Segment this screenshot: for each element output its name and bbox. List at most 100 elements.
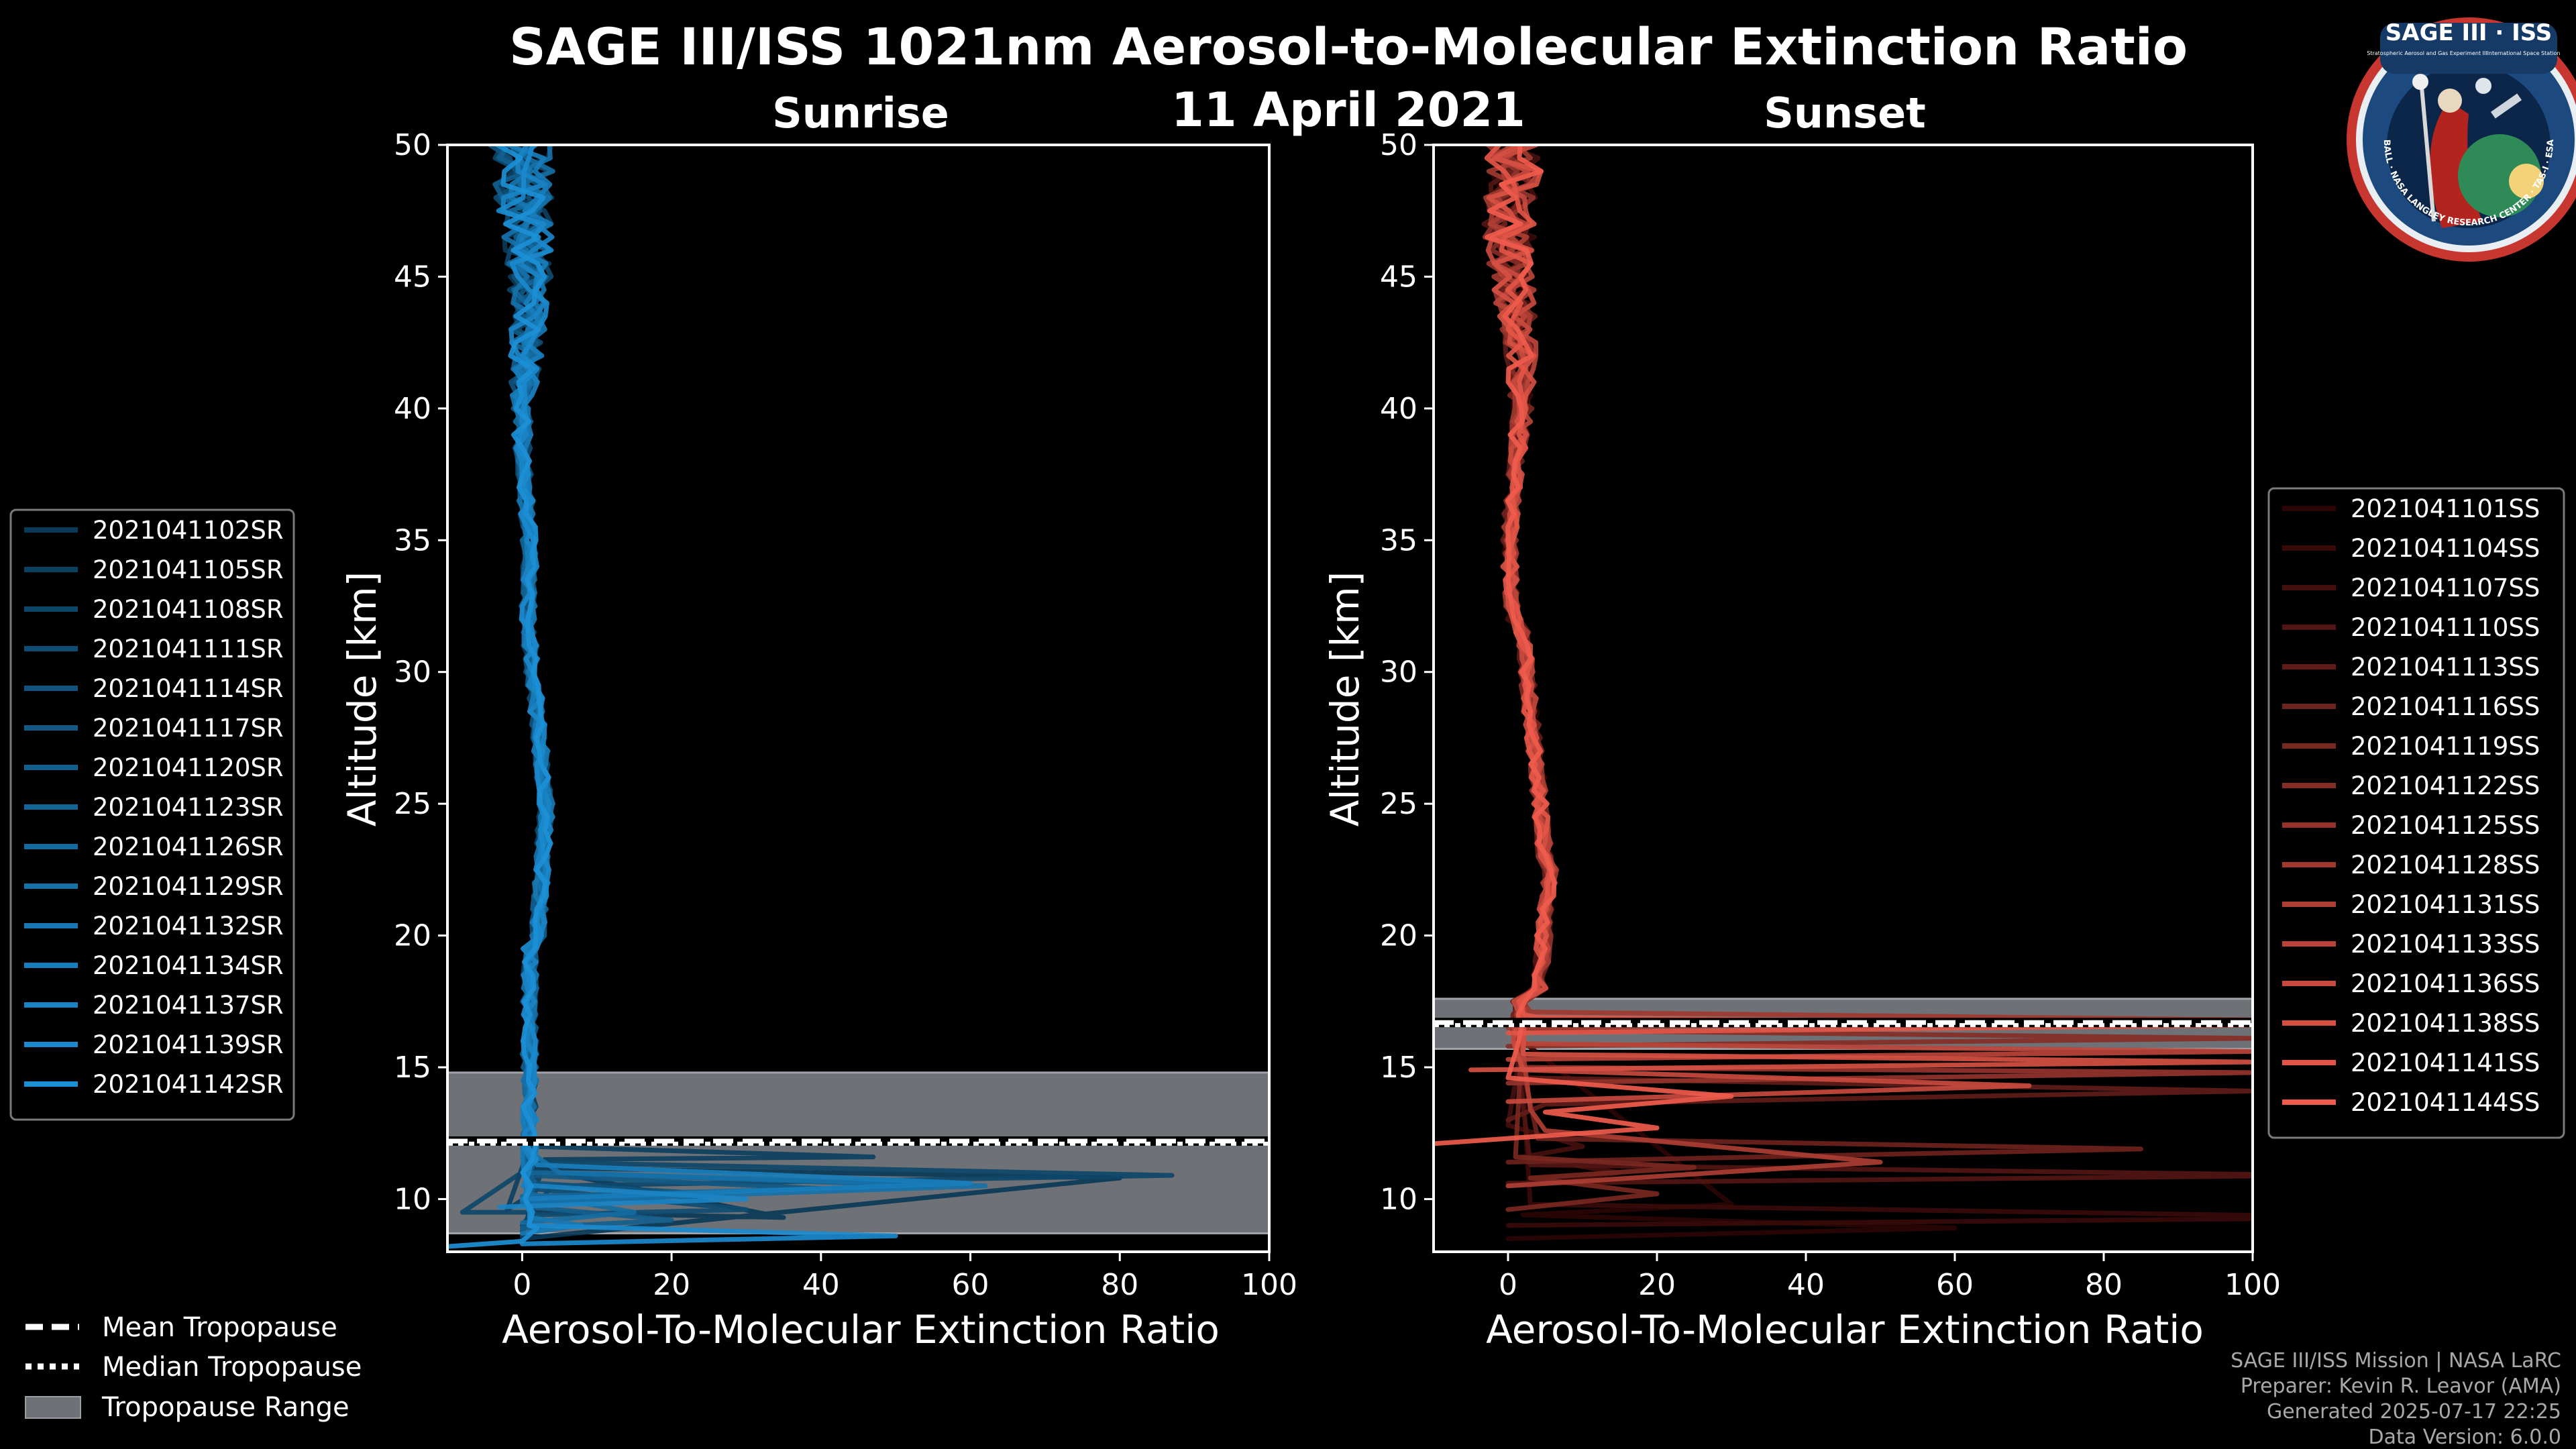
sunset-clipped-content [1434,145,2253,1241]
sunset-y-tick-label-20: 20 [1380,919,1417,953]
sunrise-legend-label-2021041108SR: 2021041108SR [93,595,284,624]
sunrise-legend: 2021041102SR 2021041105SR 2021041108SR 2021… [9,508,295,1121]
sunset-y-tick-label-25: 25 [1380,787,1417,821]
tropopause-range-swatch [25,1396,81,1419]
sunset-legend-label-2021041144SS: 2021041144SS [2351,1088,2540,1117]
sunset-x-tick-label-40: 40 [1787,1268,1825,1302]
sunset-legend-label-2021041133SS: 2021041133SS [2351,930,2540,959]
sunset-legend: 2021041101SS 2021041104SS 2021041107SS 2021… [2267,487,2565,1139]
sunrise-y-tick-label-50: 50 [394,128,431,162]
sunrise-legend-label-2021041137SR: 2021041137SR [93,991,284,1020]
sunset-legend-label-2021041122SS: 2021041122SS [2351,771,2540,800]
sunrise-legend-label-2021041134SR: 2021041134SR [93,951,284,980]
sunrise-plot-background [447,145,1269,1252]
logo-subtitle-right: International Space Station [2487,50,2561,56]
sunset-legend-label-2021041104SS: 2021041104SS [2351,534,2540,563]
footer-credits: SAGE III/ISS Mission | NASA LaRC Prepare… [2231,1349,2561,1449]
sunrise-plot-frame [446,144,1271,1253]
sunrise-y-tick-label-25: 25 [394,787,431,821]
sunrise-y-tick-label-10: 10 [394,1182,431,1216]
footer-data-version: Data Version: 6.0.0 [2369,1426,2561,1449]
sunset-legend-label-2021041138SS: 2021041138SS [2351,1009,2540,1038]
sunset-x-axis-label: Aerosol-To-Molecular Extinction Ratio [1486,1307,2204,1352]
sunset-x-tick-label-20: 20 [1638,1268,1676,1302]
sunset-legend-label-2021041110SS: 2021041110SS [2351,613,2540,642]
sunrise-y-tick-label-20: 20 [394,919,431,953]
footer-mission: SAGE III/ISS Mission | NASA LaRC [2231,1349,2561,1373]
sunrise-plot-area: 0 20 40 60 80 100 10 15 20 25 30 35 40 45 50 [394,128,1297,1302]
logo-staff-orb [2412,74,2428,90]
sunset-y-axis-label: Altitude [km] [1322,572,1368,826]
sunrise-panel-title: Sunrise [772,89,949,138]
sunrise-legend-label-2021041123SR: 2021041123SR [93,793,284,822]
sunset-legend-label-2021041101SS: 2021041101SS [2351,494,2540,523]
sunset-legend-label-2021041116SS: 2021041116SS [2351,692,2540,721]
sunrise-y-tick-label-15: 15 [394,1051,431,1085]
sunset-plot-frame [1432,144,2254,1253]
logo-staff [2420,87,2436,222]
logo-subtitle-left: Stratospheric Aerosol and Gas Experiment… [2367,50,2487,56]
sunset-y-tick-label-15: 15 [1380,1051,1417,1085]
footer-generated: Generated 2025-07-17 22:25 [2267,1400,2561,1424]
sunrise-legend-label-2021041139SR: 2021041139SR [93,1030,284,1059]
sunset-panel: Sunset 0 20 40 60 80 100 10 15 20 25 30 35 40 45 50 Ae… [1322,89,2281,1352]
logo-moon [2475,78,2491,94]
sunrise-legend-label-2021041142SR: 2021041142SR [93,1070,284,1099]
sunset-x-tick-label-60: 60 [1936,1268,1974,1302]
sunrise-x-tick-label-80: 80 [1101,1268,1138,1302]
sunrise-legend-label-2021041111SR: 2021041111SR [93,635,284,663]
sunset-legend-label-2021041141SS: 2021041141SS [2351,1049,2540,1077]
sunset-legend-label-2021041113SS: 2021041113SS [2351,653,2540,682]
sunset-legend-label-2021041136SS: 2021041136SS [2351,969,2540,998]
sunset-panel-title: Sunset [1764,89,1926,138]
sunrise-y-tick-label-35: 35 [394,523,431,557]
sunset-legend-label-2021041131SS: 2021041131SS [2351,890,2540,919]
sunset-y-tick-label-10: 10 [1380,1182,1417,1216]
sunset-legend-label-2021041119SS: 2021041119SS [2351,732,2540,761]
sunrise-legend-label-2021041120SR: 2021041120SR [93,753,284,782]
sunrise-legend-label-2021041102SR: 2021041102SR [93,516,284,545]
figure-title: SAGE III/ISS 1021nm Aerosol-to-Molecular… [509,17,2188,76]
sunrise-legend-label-2021041129SR: 2021041129SR [93,872,284,901]
sunrise-legend-label-2021041117SR: 2021041117SR [93,714,284,743]
sunset-x-tick-label-80: 80 [2085,1268,2123,1302]
sunrise-x-tick-label-60: 60 [952,1268,989,1302]
sunrise-series-2021041142SR [447,145,553,1249]
sage-iii-logo: SAGE III · ISS Stratospheric Aerosol and… [2347,17,2576,262]
sunrise-y-tick-label-30: 30 [394,655,431,690]
sunset-y-tick-label-35: 35 [1380,523,1417,557]
sunset-legend-label-2021041107SS: 2021041107SS [2351,574,2540,602]
sunset-legend-label-2021041125SS: 2021041125SS [2351,811,2540,840]
logo-header-band [2380,23,2557,74]
sunrise-x-axis-label: Aerosol-To-Molecular Extinction Ratio [502,1307,1220,1352]
sunrise-panel: Sunrise 0 20 40 60 80 100 10 15 20 25 30 35 40 45 50 A… [339,89,1297,1352]
sunset-legend-frame [2267,487,2565,1139]
sunset-series-2021041144SS [1434,145,1734,1146]
sunrise-x-tick-label-0: 0 [513,1268,531,1302]
sunrise-y-tick-label-40: 40 [394,392,431,426]
sunrise-legend-label-2021041105SR: 2021041105SR [93,555,284,584]
tropopause-range-label: Tropopause Range [101,1392,350,1423]
sunrise-y-tick-label-45: 45 [394,260,431,294]
sunset-y-tick-label-40: 40 [1380,392,1417,426]
median-tropopause-label: Median Tropopause [102,1352,362,1383]
figure-date: 11 April 2021 [1171,83,1525,138]
sunset-legend-label-2021041128SS: 2021041128SS [2351,851,2540,879]
logo-title: SAGE III · ISS [2385,19,2552,46]
footer-preparer: Preparer: Kevin R. Leavor (AMA) [2241,1375,2561,1398]
sunrise-series-2021041137SR [497,145,749,1210]
logo-iss [2490,93,2522,119]
sunset-x-tick-label-0: 0 [1499,1268,1517,1302]
sunset-x-tick-label-100: 100 [2224,1268,2281,1302]
sunrise-legend-label-2021041114SR: 2021041114SR [93,674,284,703]
sunrise-x-tick-label-20: 20 [653,1268,690,1302]
sunrise-x-tick-label-40: 40 [802,1268,840,1302]
sunset-y-tick-label-50: 50 [1380,128,1417,162]
sunrise-legend-label-2021041126SR: 2021041126SR [93,833,284,861]
logo-wizard-head [2438,89,2462,113]
logo-sun [2509,164,2544,199]
sunset-y-tick-label-30: 30 [1380,655,1417,690]
sunrise-legend-label-2021041132SR: 2021041132SR [93,912,284,941]
sunrise-clipped-content [447,145,1269,1249]
